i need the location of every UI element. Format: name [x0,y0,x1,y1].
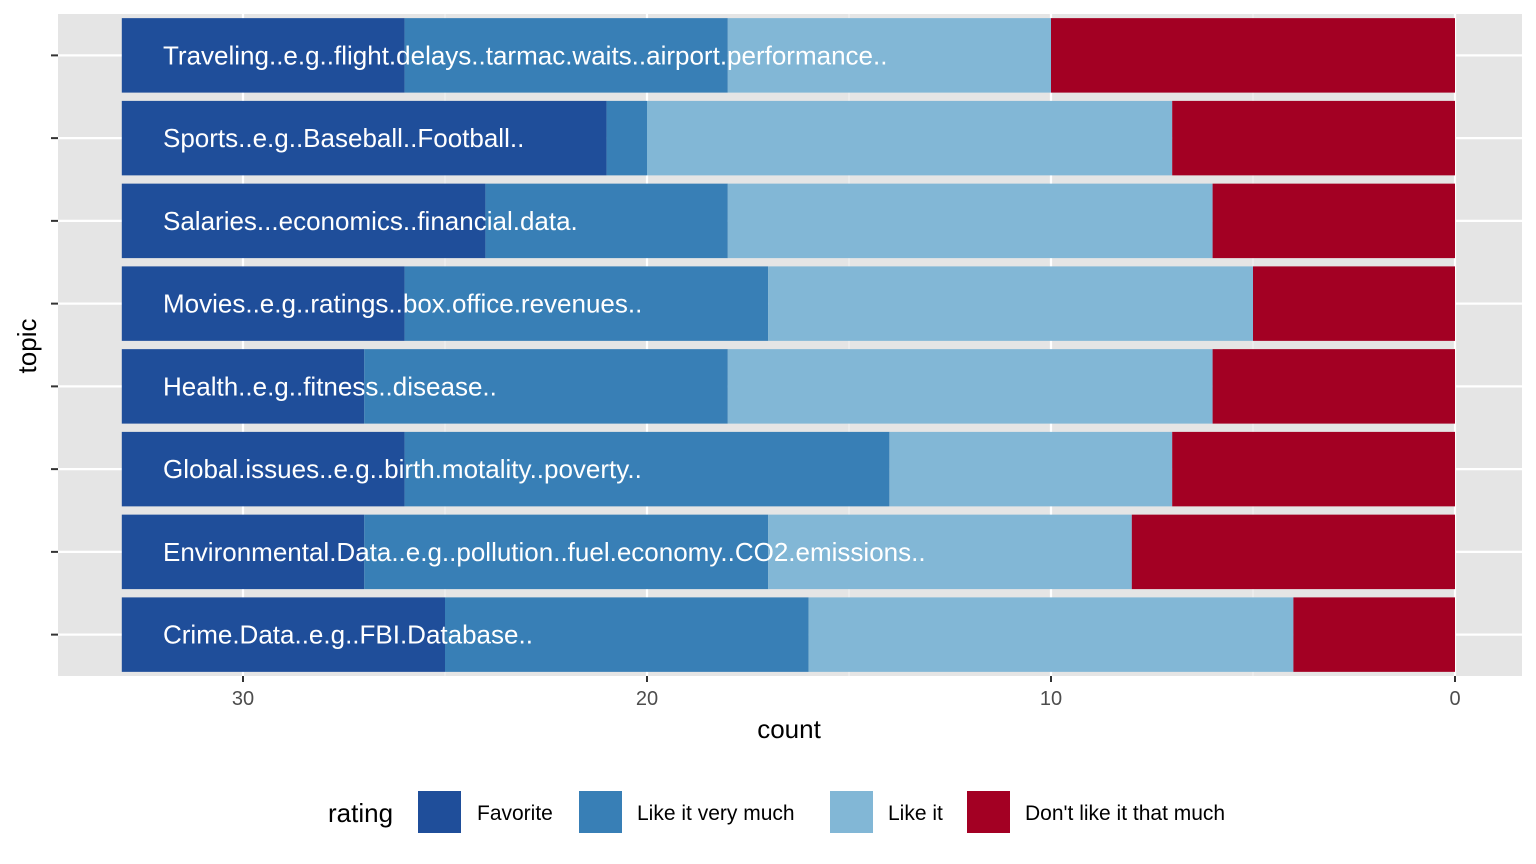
bar-segment [1172,100,1455,176]
bar-segment [1212,183,1455,259]
legend: rating Favorite Like it very much Like it D… [328,791,1225,833]
bar-segment [727,18,1051,93]
bar-segment [808,597,1294,672]
legend-title: rating [328,798,393,828]
bar-segment [485,183,728,259]
x-axis-title: count [757,714,821,744]
x-tick-label: 0 [1449,688,1460,710]
bar-segment [404,431,890,507]
legend-label: Like it [888,802,943,825]
bar-segment [404,266,769,341]
bar-segment [445,597,809,672]
bar-segment [121,18,405,93]
bar-segment [606,100,647,176]
y-axis-title: topic [12,319,42,374]
bar-segment [364,514,769,590]
legend-label: Like it very much [637,802,795,825]
bar-segment [1253,266,1455,341]
bar-segment [121,183,486,259]
bar-category-label: Global.issues..e.g..birth.motality..pove… [163,454,642,484]
bar-category-label: Crime.Data..e.g..FBI.Database.. [163,620,533,650]
bar-segment [727,183,1213,259]
legend-key [579,791,622,833]
bar-segment [364,349,728,424]
bar-segment [727,349,1213,424]
x-tick-label: 30 [232,688,254,710]
legend-key [830,791,873,833]
bar-segment [647,100,1173,176]
bar-segment [121,100,607,176]
bar-labels-group: Traveling..e.g..flight.delays..tarmac.wa… [163,40,926,649]
legend-key [967,791,1010,833]
bar-segment [121,597,446,672]
bar-segment [889,431,1173,507]
legend-label: Don't like it that much [1025,802,1225,825]
bar-category-label: Traveling..e.g..flight.delays..tarmac.wa… [163,40,887,70]
bar-segment [1172,431,1455,507]
bar-segment [768,514,1132,590]
bar-segment [768,266,1253,341]
legend-label: Favorite [477,802,553,825]
bar-segment [1051,18,1455,93]
bar-category-label: Movies..e.g..ratings..box.office.revenue… [163,289,642,319]
bar-category-label: Sports..e.g..Baseball..Football.. [163,123,524,153]
bar-segment [1293,597,1455,672]
bar-segment [121,431,405,507]
bars-group [121,18,1455,672]
bar-segment [1131,514,1455,590]
bar-segment [121,514,365,590]
axes-group: 30 20 10 0 [51,54,1461,710]
bar-category-label: Salaries...economics..financial.data. [163,206,578,236]
bar-category-label: Health..e.g..fitness..disease.. [163,371,497,401]
x-tick-label: 20 [636,688,658,710]
bar-segment [404,18,728,93]
legend-key [418,791,461,833]
bar-segment [121,266,405,341]
bar-segment [121,349,365,424]
x-tick-label: 10 [1040,688,1062,710]
bar-segment [1212,349,1455,424]
bar-category-label: Environmental.Data..e.g..pollution..fuel… [163,537,926,567]
